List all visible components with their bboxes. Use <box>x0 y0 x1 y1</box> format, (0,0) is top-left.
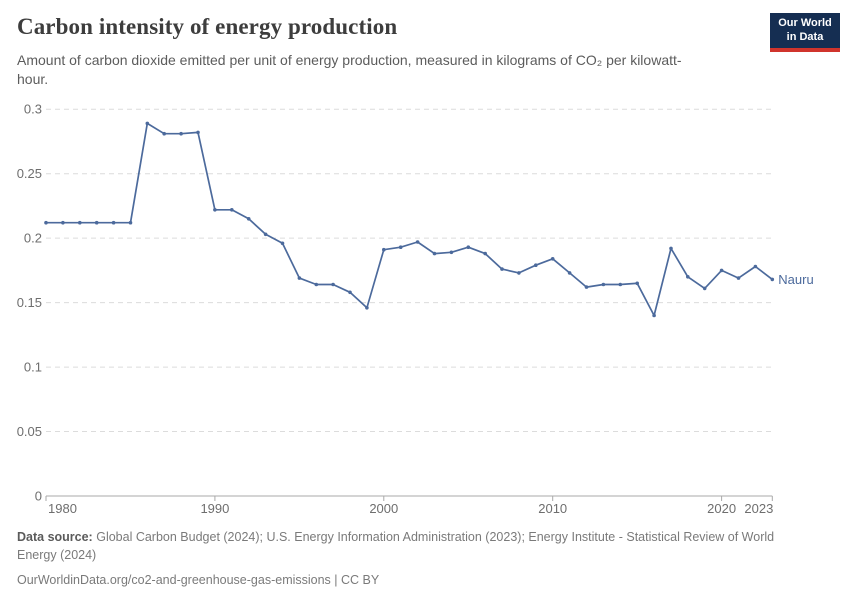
data-point[interactable] <box>635 281 639 286</box>
data-point[interactable] <box>736 276 741 280</box>
data-point[interactable] <box>483 251 488 256</box>
page-title: Carbon intensity of energy production <box>17 14 398 39</box>
x-tick-label: 2000 <box>369 501 398 516</box>
data-point[interactable] <box>382 247 386 252</box>
data-point[interactable] <box>128 220 133 225</box>
data-point[interactable] <box>517 271 521 275</box>
data-point[interactable] <box>618 282 623 287</box>
data-point[interactable] <box>196 130 200 135</box>
y-tick-label: 0.2 <box>24 231 42 246</box>
data-point[interactable] <box>78 220 82 225</box>
data-point[interactable] <box>686 275 690 279</box>
data-point[interactable] <box>719 268 724 273</box>
line-chart-canvas: 0 0.05 0.1 0.15 0.2 0.25 0.3 1980 1990 2000 2010 20… <box>17 102 814 516</box>
chart-footer: Data source: Global Carbon Budget (2024)… <box>17 529 817 589</box>
data-point[interactable] <box>550 257 555 261</box>
y-tick-label: 0.15 <box>17 295 42 310</box>
data-point[interactable] <box>297 276 302 280</box>
y-tick-label: 0.3 <box>24 102 42 117</box>
data-point[interactable] <box>534 263 538 268</box>
data-point[interactable] <box>179 131 183 136</box>
y-tick-label: 0 <box>35 489 42 504</box>
data-point[interactable] <box>246 217 251 221</box>
x-tick-label: 1990 <box>200 501 229 516</box>
y-tick-label: 0.25 <box>17 166 42 181</box>
data-point[interactable] <box>500 267 504 271</box>
license-line: OurWorldinData.org/co2-and-greenhouse-ga… <box>17 572 380 587</box>
data-point[interactable] <box>669 246 673 251</box>
data-point[interactable] <box>415 240 420 244</box>
data-point[interactable] <box>753 264 758 269</box>
data-point[interactable] <box>145 121 150 126</box>
y-tick-label: 0.1 <box>24 360 42 375</box>
entity-label-nauru[interactable]: Nauru <box>778 272 813 287</box>
data-point[interactable] <box>230 208 234 212</box>
x-tick-label: 2020 <box>707 501 736 516</box>
data-point[interactable] <box>61 220 65 225</box>
data-point[interactable] <box>348 290 352 295</box>
data-point[interactable] <box>94 220 99 225</box>
data-point[interactable] <box>449 250 454 255</box>
data-point[interactable] <box>466 245 471 249</box>
data-point[interactable] <box>432 251 437 256</box>
data-point[interactable] <box>44 220 48 225</box>
x-tick-label: 1980 <box>48 501 77 516</box>
y-tick-label: 0.05 <box>17 424 42 439</box>
data-source-line: Data source: Global Carbon Budget (2024)… <box>17 529 817 565</box>
x-tick-label: 2023 <box>744 501 773 516</box>
chart-subtitle: Amount of carbon dioxide emitted per uni… <box>17 52 682 88</box>
owid-logo-text: Our World in Data <box>770 13 840 48</box>
owid-logo-stripe <box>770 47 840 52</box>
data-source-label: Data source: <box>17 530 93 544</box>
data-point[interactable] <box>652 313 656 318</box>
data-source-text: Global Carbon Budget (2024); U.S. Energy… <box>17 530 775 562</box>
data-point[interactable] <box>398 245 403 249</box>
nauru-line[interactable] <box>45 122 774 317</box>
data-point[interactable] <box>702 286 707 291</box>
data-point[interactable] <box>567 271 572 275</box>
owid-logo-line1: Our World <box>778 17 832 29</box>
data-point[interactable] <box>162 131 166 136</box>
data-point[interactable] <box>331 282 335 287</box>
data-point[interactable] <box>365 306 369 310</box>
data-point[interactable] <box>280 241 285 246</box>
data-point[interactable] <box>111 220 116 225</box>
data-point[interactable] <box>263 232 268 237</box>
owid-logo: Our World in Data <box>770 13 840 52</box>
data-point[interactable] <box>584 285 589 289</box>
data-point[interactable] <box>314 282 319 287</box>
x-tick-label: 2010 <box>538 501 567 516</box>
data-point[interactable] <box>213 208 217 212</box>
owid-logo-line2: in Data <box>786 30 824 43</box>
data-point[interactable] <box>601 282 606 287</box>
data-point[interactable] <box>770 277 775 282</box>
